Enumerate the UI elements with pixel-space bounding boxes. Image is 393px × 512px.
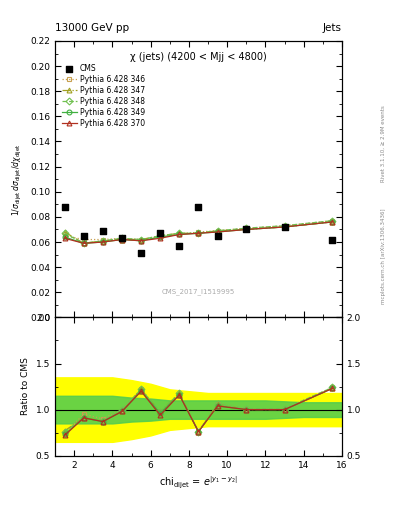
Pythia 6.428 347 <box>158 232 163 239</box>
Pythia 6.428 347 <box>119 237 124 243</box>
Line: Pythia 6.428 349: Pythia 6.428 349 <box>62 220 335 246</box>
Y-axis label: Ratio to CMS: Ratio to CMS <box>21 357 30 416</box>
Pythia 6.428 346 <box>158 234 163 240</box>
Text: 13000 GeV pp: 13000 GeV pp <box>55 23 129 33</box>
Pythia 6.428 346 <box>244 225 249 231</box>
Pythia 6.428 349 <box>282 224 287 230</box>
Pythia 6.428 349 <box>139 238 143 244</box>
Pythia 6.428 348 <box>244 225 249 231</box>
CMS <box>329 236 336 244</box>
Pythia 6.428 346 <box>62 232 67 239</box>
CMS <box>138 249 144 258</box>
Pythia 6.428 370 <box>196 230 201 237</box>
Pythia 6.428 347 <box>282 224 287 230</box>
Text: χ (jets) (4200 < Mjj < 4800): χ (jets) (4200 < Mjj < 4800) <box>130 52 267 62</box>
CMS <box>119 234 125 242</box>
Pythia 6.428 370 <box>330 219 335 225</box>
Pythia 6.428 348 <box>81 240 86 246</box>
Legend: CMS, Pythia 6.428 346, Pythia 6.428 347, Pythia 6.428 348, Pythia 6.428 349, Pyt: CMS, Pythia 6.428 346, Pythia 6.428 347,… <box>60 62 147 129</box>
Pythia 6.428 370 <box>282 224 287 230</box>
Pythia 6.428 370 <box>177 231 182 238</box>
Pythia 6.428 346 <box>119 235 124 241</box>
Pythia 6.428 370 <box>119 237 124 243</box>
CMS <box>195 203 202 211</box>
Pythia 6.428 347 <box>244 226 249 232</box>
Pythia 6.428 349 <box>62 234 67 240</box>
Pythia 6.428 370 <box>139 238 143 244</box>
CMS <box>176 242 182 250</box>
Text: mcplots.cern.ch [arXiv:1306.3436]: mcplots.cern.ch [arXiv:1306.3436] <box>381 208 386 304</box>
CMS <box>281 223 288 231</box>
Pythia 6.428 349 <box>119 237 124 243</box>
Pythia 6.428 347 <box>196 230 201 237</box>
Line: Pythia 6.428 346: Pythia 6.428 346 <box>62 218 335 242</box>
Pythia 6.428 346 <box>215 228 220 234</box>
Pythia 6.428 349 <box>158 234 163 240</box>
Pythia 6.428 348 <box>139 237 143 243</box>
Line: Pythia 6.428 348: Pythia 6.428 348 <box>62 218 335 246</box>
Pythia 6.428 348 <box>196 230 201 237</box>
Text: Rivet 3.1.10, ≥ 2.9M events: Rivet 3.1.10, ≥ 2.9M events <box>381 105 386 182</box>
Pythia 6.428 349 <box>81 240 86 246</box>
Pythia 6.428 349 <box>196 230 201 237</box>
CMS <box>157 229 163 238</box>
Line: Pythia 6.428 347: Pythia 6.428 347 <box>62 220 335 246</box>
Pythia 6.428 349 <box>244 226 249 232</box>
Pythia 6.428 347 <box>81 240 86 246</box>
X-axis label: chi$_\mathrm{dijet}$ = $e^{|y_1-y_2|}$: chi$_\mathrm{dijet}$ = $e^{|y_1-y_2|}$ <box>159 475 238 492</box>
Pythia 6.428 346 <box>139 237 143 243</box>
Pythia 6.428 348 <box>119 235 124 241</box>
Pythia 6.428 346 <box>282 223 287 229</box>
Text: Jets: Jets <box>323 23 342 33</box>
Pythia 6.428 347 <box>101 238 105 244</box>
Pythia 6.428 349 <box>330 219 335 225</box>
Pythia 6.428 348 <box>177 230 182 237</box>
Pythia 6.428 346 <box>101 237 105 243</box>
Pythia 6.428 348 <box>158 232 163 239</box>
CMS <box>81 231 87 240</box>
Pythia 6.428 348 <box>282 223 287 229</box>
Pythia 6.428 370 <box>62 235 67 241</box>
CMS <box>215 231 221 240</box>
Pythia 6.428 370 <box>215 229 220 235</box>
Pythia 6.428 370 <box>101 239 105 245</box>
Pythia 6.428 370 <box>244 226 249 232</box>
Pythia 6.428 347 <box>330 219 335 225</box>
Pythia 6.428 349 <box>177 231 182 238</box>
CMS <box>61 203 68 211</box>
Y-axis label: $1/\sigma_\mathrm{dijet}\,d\sigma_\mathrm{dijet}/d\chi_\mathrm{dijet}$: $1/\sigma_\mathrm{dijet}\,d\sigma_\mathr… <box>11 143 24 216</box>
Pythia 6.428 346 <box>177 231 182 238</box>
Line: Pythia 6.428 370: Pythia 6.428 370 <box>62 220 335 246</box>
Pythia 6.428 348 <box>215 228 220 234</box>
Pythia 6.428 370 <box>158 235 163 241</box>
Pythia 6.428 346 <box>196 229 201 235</box>
Pythia 6.428 347 <box>215 228 220 234</box>
Pythia 6.428 370 <box>81 240 86 246</box>
CMS <box>243 225 250 233</box>
CMS <box>100 227 106 235</box>
Pythia 6.428 349 <box>215 229 220 235</box>
Pythia 6.428 348 <box>101 238 105 244</box>
Pythia 6.428 347 <box>62 229 67 235</box>
Text: CMS_2017_I1519995: CMS_2017_I1519995 <box>162 289 235 295</box>
Pythia 6.428 348 <box>330 218 335 224</box>
Pythia 6.428 347 <box>177 230 182 237</box>
Pythia 6.428 347 <box>139 237 143 243</box>
Pythia 6.428 348 <box>62 230 67 237</box>
Pythia 6.428 349 <box>101 239 105 245</box>
Pythia 6.428 346 <box>330 218 335 224</box>
Pythia 6.428 346 <box>81 237 86 243</box>
